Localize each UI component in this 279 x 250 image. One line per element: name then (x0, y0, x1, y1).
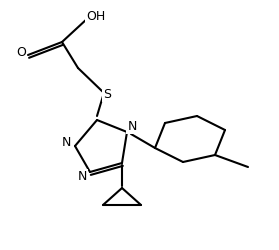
Text: OH: OH (86, 10, 106, 22)
Text: S: S (103, 88, 111, 101)
Text: N: N (127, 120, 137, 132)
Text: O: O (16, 46, 26, 60)
Text: N: N (77, 170, 87, 183)
Text: N: N (61, 136, 71, 149)
